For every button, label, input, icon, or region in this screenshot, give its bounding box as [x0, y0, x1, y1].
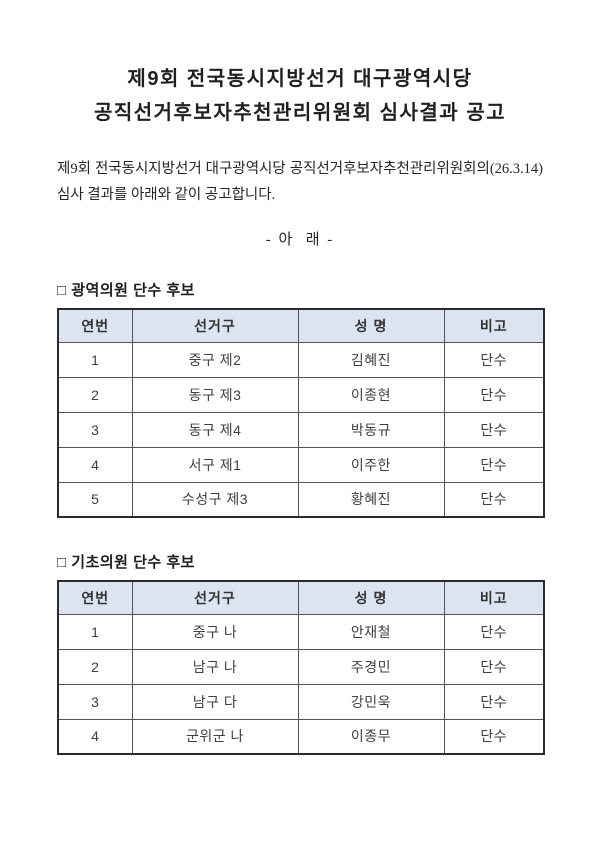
column-header-number: 연번 [57, 580, 133, 615]
table-header-row: 연번 선거구 성 명 비고 [57, 580, 545, 615]
cell-number: 4 [57, 718, 133, 755]
cell-name: 이종무 [297, 718, 445, 755]
section-heading-basic-council: □ 기초의원 단수 후보 [57, 554, 195, 571]
table-row: 1 중구 제2 김혜진 단수 [57, 341, 545, 378]
cell-note: 단수 [443, 376, 545, 413]
document-title: 제9회 전국동시지방선거 대구광역시당 공직선거후보자추천관리위원회 심사결과 … [57, 62, 543, 130]
cell-note: 단수 [443, 718, 545, 755]
cell-number: 1 [57, 613, 133, 650]
table-row: 3 남구 다 강민욱 단수 [57, 683, 545, 720]
table-row: 2 동구 제3 이종현 단수 [57, 376, 545, 413]
metropolitan-council-candidate-table: 연번 선거구 성 명 비고 1 중구 제2 김혜진 단수 2 동구 제3 이종현… [57, 308, 545, 518]
cell-district: 중구 나 [131, 613, 299, 650]
cell-district: 동구 제4 [131, 411, 299, 448]
cell-name: 황혜진 [297, 481, 445, 518]
cell-number: 2 [57, 648, 133, 685]
cell-name: 안재철 [297, 613, 445, 650]
title-line-2: 공직선거후보자추천관리위원회 심사결과 공고 [93, 102, 507, 124]
column-header-name: 성 명 [297, 308, 445, 343]
cell-district: 남구 나 [131, 648, 299, 685]
column-header-district: 선거구 [131, 580, 299, 615]
column-header-note: 비고 [443, 308, 545, 343]
cell-name: 강민욱 [297, 683, 445, 720]
basic-council-candidate-table: 연번 선거구 성 명 비고 1 중구 나 안재철 단수 2 남구 나 주경민 단… [57, 580, 545, 755]
below-divider-label: - 아 래 - [265, 232, 335, 248]
cell-note: 단수 [443, 683, 545, 720]
body-line-1: 제9회 전국동시지방선거 대구광역시당 공직선거후보자추천관리위원회의(26.3… [57, 161, 543, 177]
cell-district: 서구 제1 [131, 446, 299, 483]
announcement-body: 제9회 전국동시지방선거 대구광역시당 공직선거후보자추천관리위원회의(26.3… [57, 156, 543, 208]
cell-number: 2 [57, 376, 133, 413]
cell-note: 단수 [443, 613, 545, 650]
table-header-row: 연번 선거구 성 명 비고 [57, 308, 545, 343]
body-line-2: 심사 결과를 아래와 같이 공고합니다. [57, 187, 276, 203]
cell-number: 3 [57, 411, 133, 448]
cell-name: 이주한 [297, 446, 445, 483]
cell-number: 4 [57, 446, 133, 483]
cell-district: 남구 다 [131, 683, 299, 720]
cell-district: 군위군 나 [131, 718, 299, 755]
table-row: 1 중구 나 안재철 단수 [57, 613, 545, 650]
table-row: 4 서구 제1 이주한 단수 [57, 446, 545, 483]
column-header-note: 비고 [443, 580, 545, 615]
table-row: 2 남구 나 주경민 단수 [57, 648, 545, 685]
cell-district: 동구 제3 [131, 376, 299, 413]
table-row: 4 군위군 나 이종무 단수 [57, 718, 545, 755]
table-row: 3 동구 제4 박동규 단수 [57, 411, 545, 448]
cell-name: 김혜진 [297, 341, 445, 378]
cell-note: 단수 [443, 341, 545, 378]
cell-district: 수성구 제3 [131, 481, 299, 518]
cell-number: 1 [57, 341, 133, 378]
cell-note: 단수 [443, 648, 545, 685]
cell-number: 3 [57, 683, 133, 720]
section-heading-metropolitan-council: □ 광역의원 단수 후보 [57, 282, 195, 299]
cell-number: 5 [57, 481, 133, 518]
cell-note: 단수 [443, 446, 545, 483]
cell-name: 주경민 [297, 648, 445, 685]
column-header-name: 성 명 [297, 580, 445, 615]
cell-district: 중구 제2 [131, 341, 299, 378]
cell-name: 이종현 [297, 376, 445, 413]
cell-note: 단수 [443, 481, 545, 518]
table-row: 5 수성구 제3 황혜진 단수 [57, 481, 545, 518]
cell-name: 박동규 [297, 411, 445, 448]
title-line-1: 제9회 전국동시지방선거 대구광역시당 [127, 68, 473, 90]
column-header-number: 연번 [57, 308, 133, 343]
cell-note: 단수 [443, 411, 545, 448]
column-header-district: 선거구 [131, 308, 299, 343]
